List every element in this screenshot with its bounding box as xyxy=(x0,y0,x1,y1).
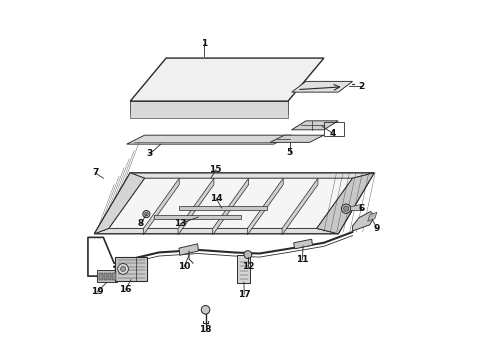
Polygon shape xyxy=(213,178,248,235)
Polygon shape xyxy=(109,178,353,228)
Polygon shape xyxy=(292,121,338,130)
Text: 18: 18 xyxy=(199,325,212,334)
Polygon shape xyxy=(130,101,288,118)
Polygon shape xyxy=(317,173,374,234)
Circle shape xyxy=(343,206,349,211)
Polygon shape xyxy=(178,178,214,235)
Polygon shape xyxy=(97,270,117,282)
Polygon shape xyxy=(353,212,375,231)
Text: 10: 10 xyxy=(178,262,190,271)
Circle shape xyxy=(143,211,150,218)
Polygon shape xyxy=(130,101,288,110)
Polygon shape xyxy=(126,135,292,144)
Text: 11: 11 xyxy=(296,255,309,264)
Polygon shape xyxy=(130,58,324,101)
Polygon shape xyxy=(294,239,313,249)
Polygon shape xyxy=(144,178,179,235)
FancyBboxPatch shape xyxy=(112,273,116,280)
Text: 5: 5 xyxy=(287,148,293,157)
Polygon shape xyxy=(153,215,242,220)
Polygon shape xyxy=(350,204,361,211)
Polygon shape xyxy=(317,173,374,234)
Circle shape xyxy=(118,264,128,274)
Circle shape xyxy=(342,204,351,213)
Circle shape xyxy=(121,266,125,271)
Polygon shape xyxy=(130,101,288,114)
Polygon shape xyxy=(95,173,374,234)
Circle shape xyxy=(145,212,148,216)
Circle shape xyxy=(201,306,210,314)
Polygon shape xyxy=(95,173,145,234)
Text: 8: 8 xyxy=(138,219,144,228)
Text: 16: 16 xyxy=(120,285,132,294)
Text: 4: 4 xyxy=(330,129,336,138)
Polygon shape xyxy=(179,244,198,255)
Text: 1: 1 xyxy=(200,39,207,48)
Text: 19: 19 xyxy=(91,287,103,296)
Text: 2: 2 xyxy=(358,82,365,91)
Polygon shape xyxy=(247,178,283,235)
Polygon shape xyxy=(270,135,324,142)
Polygon shape xyxy=(282,178,318,235)
Text: 3: 3 xyxy=(147,149,153,158)
Text: 14: 14 xyxy=(210,194,222,203)
Text: 15: 15 xyxy=(209,166,222,175)
FancyBboxPatch shape xyxy=(108,273,111,280)
Polygon shape xyxy=(130,101,288,105)
Polygon shape xyxy=(292,81,353,92)
FancyBboxPatch shape xyxy=(238,255,250,283)
FancyBboxPatch shape xyxy=(115,257,147,281)
FancyBboxPatch shape xyxy=(104,273,107,280)
Text: 13: 13 xyxy=(174,219,187,228)
Text: 12: 12 xyxy=(242,262,254,271)
Circle shape xyxy=(244,251,252,258)
Text: 17: 17 xyxy=(238,289,250,298)
Text: 9: 9 xyxy=(374,224,380,233)
FancyBboxPatch shape xyxy=(99,273,102,280)
Polygon shape xyxy=(95,173,145,234)
Polygon shape xyxy=(179,206,267,211)
Polygon shape xyxy=(368,212,377,221)
Text: 6: 6 xyxy=(358,204,365,213)
Text: 7: 7 xyxy=(92,168,98,177)
